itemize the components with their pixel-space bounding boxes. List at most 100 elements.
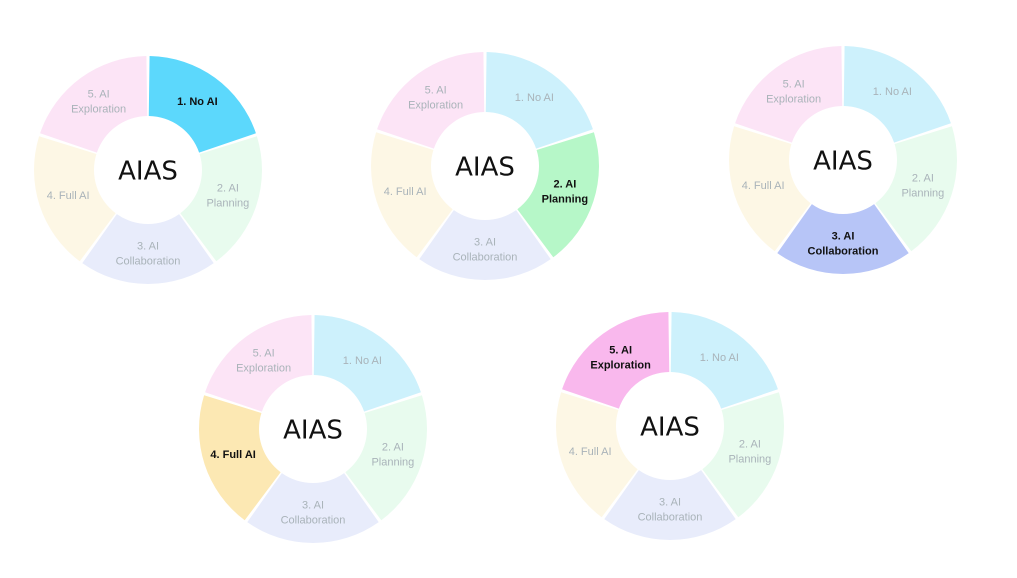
wheel-4-segment-5-label-line-1: 5. AI [253, 347, 275, 359]
wheel-2-segment-2 [517, 132, 599, 258]
wheel-4-segment-2-label: 2. AI Planning [371, 441, 414, 468]
wheel-4-segment-1 [313, 315, 421, 412]
wheel-3-segment-5-label-line-1: 5. AI [783, 78, 805, 90]
wheel-2-segment-2-label-line-2: Planning [542, 193, 588, 205]
wheel-1-segment-1 [148, 56, 256, 153]
wheel-5-segment-3-label: 3. AI Collaboration [638, 496, 703, 523]
wheel-3-segment-4-label: 4. Full AI [742, 180, 785, 192]
wheel-2-segment-1-label-line-1: 1. No AI [515, 92, 554, 104]
wheel-4-segment-4 [198, 395, 281, 521]
wheel-5-segment-3-label-line-2: Collaboration [638, 511, 703, 523]
wheel-2-center-label: AIAS [455, 153, 515, 183]
wheel-3-center-label: AIAS [813, 147, 873, 177]
wheel-1-segment-1-label-line-1: 1. No AI [177, 96, 218, 108]
wheel-5-segment-5-label: 5. AI Exploration [590, 344, 651, 371]
wheel-1-segment-2 [180, 136, 262, 262]
wheel-4-segment-1-label-line-1: 1. No AI [343, 355, 382, 367]
wheel-2-segment-2-label: 2. AI Planning [542, 178, 588, 205]
wheel-2-segment-1 [485, 52, 593, 149]
wheel-2-segment-4-label-line-1: 4. Full AI [384, 186, 427, 198]
wheel-4-segment-2-label-line-1: 2. AI [382, 441, 404, 453]
wheel-3-segment-2-label: 2. AI Planning [901, 172, 944, 199]
wheel-1-segment-2-label: 2. AI Planning [206, 182, 249, 209]
wheel-5-segment-1-label-line-1: 1. No AI [700, 352, 739, 364]
wheel-4-segment-4-label: 4. Full AI [210, 449, 255, 461]
wheel-2-segment-3-label-line-2: Collaboration [453, 251, 518, 263]
wheel-4-segment-3 [247, 473, 379, 543]
wheel-3-segment-4-label-line-1: 4. Full AI [742, 180, 785, 192]
wheel-3-segment-3-label: 3. AI Collaboration [808, 230, 879, 257]
wheel-5-segment-3 [604, 470, 736, 540]
wheel-1-segment-4-label: 4. Full AI [47, 190, 90, 202]
wheel-5-segment-3-label-line-1: 3. AI [659, 496, 681, 508]
wheel-1-segment-4 [33, 136, 116, 262]
wheel-1-segment-3 [82, 214, 214, 284]
wheel-1-segment-1-label: 1. No AI [177, 96, 218, 108]
wheel-5-segment-2-label-line-1: 2. AI [739, 438, 761, 450]
aias-wheel-5: 1. No AI 2. AI Planning 3. AI Collaboration 4… [556, 312, 784, 540]
wheel-2-segment-4-label: 4. Full AI [384, 186, 427, 198]
wheel-1-segment-2-label-line-1: 2. AI [217, 182, 239, 194]
wheel-5-segment-4 [556, 392, 638, 518]
wheel-2-segment-3 [419, 210, 551, 280]
wheel-4-segment-3-label-line-2: Collaboration [281, 514, 346, 526]
wheel-4-segment-2-label-line-2: Planning [371, 456, 414, 468]
wheel-2-segment-5 [377, 52, 485, 149]
wheel-5-segment-1 [670, 312, 778, 409]
wheel-3-segment-3-label-line-2: Collaboration [808, 245, 879, 257]
aias-wheel-1: 1. No AI 2. AI Planning 3. AI Collaboration 4… [33, 56, 262, 284]
wheel-5-segment-4-label-line-1: 4. Full AI [569, 446, 612, 458]
wheel-2-segment-2-label-line-1: 2. AI [553, 178, 576, 190]
wheel-5-segment-5 [562, 312, 670, 409]
wheel-3-segment-4 [729, 126, 811, 252]
wheel-5-segment-2 [702, 392, 784, 518]
wheel-2-segment-3-label: 3. AI Collaboration [453, 236, 518, 263]
wheel-4-segment-3-label: 3. AI Collaboration [281, 499, 346, 526]
aias-wheel-3: 1. No AI 2. AI Planning 3. AI Collaboration 4… [729, 46, 957, 274]
wheel-5-segment-4-label: 4. Full AI [569, 446, 612, 458]
wheel-1-segment-5-label-line-1: 5. AI [88, 88, 110, 100]
wheel-3-segment-1-label: 1. No AI [873, 86, 912, 98]
wheel-4-segment-2 [345, 395, 427, 521]
wheel-4-segment-5-label: 5. AI Exploration [236, 347, 291, 374]
wheel-5-segment-5-label-line-2: Exploration [590, 359, 651, 371]
wheel-1-segment-2-label-line-2: Planning [206, 197, 249, 209]
wheel-4-segment-5-label-line-2: Exploration [236, 362, 291, 374]
wheel-4-segment-3-label-line-1: 3. AI [302, 499, 324, 511]
wheel-2-segment-4 [371, 132, 453, 258]
wheel-1-segment-5-label: 5. AI Exploration [71, 88, 126, 115]
wheel-5-segment-2-label: 2. AI Planning [728, 438, 771, 465]
wheel-5-segment-1-label: 1. No AI [700, 352, 739, 364]
wheel-3-segment-2-label-line-1: 2. AI [912, 172, 934, 184]
aias-wheel-4: 1. No AI 2. AI Planning 3. AI Collaboration 4… [198, 315, 427, 543]
wheel-1-segment-3-label: 3. AI Collaboration [116, 240, 181, 267]
wheel-1-segment-3-label-line-2: Collaboration [116, 255, 181, 267]
wheel-2-segment-5-label-line-2: Exploration [408, 99, 463, 111]
wheel-3-segment-2-label-line-2: Planning [901, 187, 944, 199]
wheel-1-center-label: AIAS [118, 157, 178, 187]
wheel-3-segment-1-label-line-1: 1. No AI [873, 86, 912, 98]
wheel-1-segment-3-label-line-1: 3. AI [137, 240, 159, 252]
wheel-1-segment-4-label-line-1: 4. Full AI [47, 190, 90, 202]
wheel-3-segment-5 [735, 46, 843, 143]
aias-wheel-2: 1. No AI 2. AI Planning 3. AI Collaboration 4… [371, 52, 599, 280]
wheel-1-segment-5 [40, 56, 148, 153]
wheel-1-segment-5-label-line-2: Exploration [71, 103, 126, 115]
wheel-5-center-label: AIAS [640, 413, 700, 443]
wheel-2-segment-1-label: 1. No AI [515, 92, 554, 104]
wheel-2-segment-3-label-line-1: 3. AI [474, 236, 496, 248]
wheel-3-segment-3 [777, 204, 909, 274]
wheel-3-segment-3-label-line-1: 3. AI [832, 230, 855, 242]
wheel-4-segment-4-label-line-1: 4. Full AI [210, 449, 255, 461]
wheel-3-segment-5-label: 5. AI Exploration [766, 78, 821, 105]
wheel-4-segment-5 [205, 315, 313, 412]
wheel-2-segment-5-label-line-1: 5. AI [425, 84, 447, 96]
wheel-4-segment-1-label: 1. No AI [343, 355, 382, 367]
wheel-3-segment-1 [843, 46, 951, 143]
wheel-3-segment-2 [875, 126, 957, 252]
wheel-4-center-label: AIAS [283, 416, 343, 446]
wheel-5-segment-2-label-line-2: Planning [728, 453, 771, 465]
wheel-5-segment-5-label-line-1: 5. AI [609, 344, 632, 356]
wheel-3-segment-5-label-line-2: Exploration [766, 93, 821, 105]
